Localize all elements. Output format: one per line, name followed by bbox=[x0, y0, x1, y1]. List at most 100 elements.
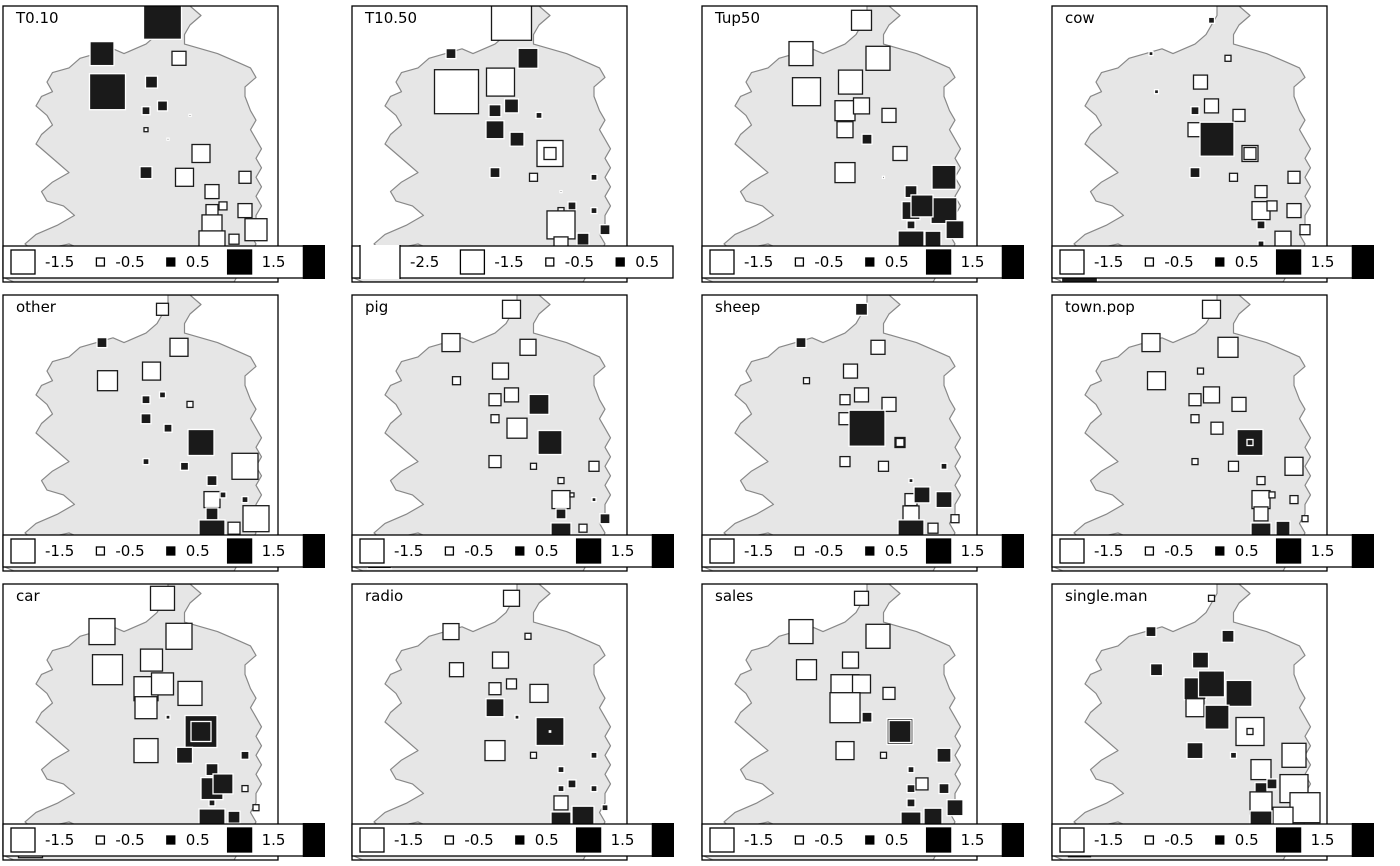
data-square bbox=[1149, 663, 1164, 677]
data-square bbox=[140, 413, 152, 425]
legend-label: 1.5 bbox=[961, 831, 985, 849]
data-square bbox=[517, 47, 539, 69]
legend-square bbox=[166, 835, 176, 845]
data-square bbox=[96, 336, 108, 349]
data-square bbox=[519, 338, 537, 356]
data-square bbox=[537, 429, 563, 456]
data-square bbox=[908, 477, 914, 484]
data-square bbox=[528, 172, 539, 182]
data-square bbox=[206, 474, 218, 487]
panel-frame bbox=[2, 294, 279, 572]
legend-label: -0.5 bbox=[464, 542, 493, 560]
legend-square bbox=[575, 538, 602, 564]
panel-title: radio bbox=[365, 587, 403, 605]
data-square bbox=[935, 490, 953, 509]
data-square bbox=[927, 522, 939, 534]
legend-square bbox=[1059, 538, 1085, 564]
legend-label: 1.5 bbox=[1311, 253, 1335, 271]
legend-square bbox=[359, 245, 401, 279]
data-square bbox=[557, 765, 565, 774]
legend-label: -1.5 bbox=[1094, 542, 1123, 560]
data-square bbox=[488, 104, 502, 118]
data-square bbox=[906, 798, 916, 808]
data-square bbox=[228, 233, 240, 245]
data-square bbox=[834, 161, 856, 184]
data-square bbox=[1189, 166, 1201, 179]
data-square bbox=[149, 585, 176, 611]
legend-square bbox=[1059, 249, 1085, 275]
data-square bbox=[241, 784, 249, 793]
data-square bbox=[1268, 491, 1276, 499]
legend-square bbox=[709, 249, 735, 275]
legend-frame bbox=[1051, 823, 1374, 857]
data-square bbox=[1284, 456, 1304, 476]
data-square bbox=[485, 120, 505, 140]
legend: -1.5 -0.5 0.5 1.5 bbox=[701, 245, 1024, 279]
data-square bbox=[205, 762, 219, 777]
data-square bbox=[590, 784, 598, 793]
data-square bbox=[1225, 679, 1253, 708]
data-square bbox=[1231, 396, 1247, 413]
data-square bbox=[788, 618, 814, 645]
legend-square bbox=[95, 835, 106, 845]
legend-label: -1.5 bbox=[494, 253, 523, 271]
data-square bbox=[142, 6, 183, 40]
legend-label: -1.5 bbox=[394, 831, 423, 849]
data-square bbox=[1275, 520, 1291, 536]
data-square bbox=[241, 495, 249, 504]
data-square bbox=[601, 804, 609, 812]
data-square bbox=[451, 376, 462, 386]
legend-label: 0.5 bbox=[186, 253, 210, 271]
legend-label: -1.5 bbox=[1094, 253, 1123, 271]
data-square bbox=[1229, 751, 1238, 759]
data-square bbox=[836, 121, 854, 139]
data-square bbox=[1243, 146, 1257, 161]
data-square bbox=[599, 224, 611, 236]
legend-label: 1.5 bbox=[262, 542, 286, 560]
data-square bbox=[1287, 170, 1301, 184]
data-square bbox=[165, 622, 193, 650]
data-square bbox=[141, 361, 162, 381]
data-square bbox=[141, 395, 151, 405]
legend-square bbox=[515, 835, 525, 845]
data-square bbox=[219, 491, 227, 499]
legend-square bbox=[1275, 827, 1302, 853]
data-square bbox=[834, 100, 856, 122]
panel-frame bbox=[2, 5, 279, 283]
data-square bbox=[576, 232, 590, 246]
legend: -1.5 -0.5 0.5 1.5 bbox=[2, 534, 325, 568]
legend-square bbox=[709, 538, 735, 564]
data-square bbox=[88, 617, 116, 646]
data-square bbox=[1185, 698, 1205, 718]
legend-frame bbox=[1051, 534, 1374, 568]
legend-frame bbox=[2, 534, 325, 568]
data-square bbox=[442, 622, 460, 641]
data-square bbox=[852, 97, 871, 115]
legend-square bbox=[359, 827, 385, 853]
legend-square bbox=[794, 257, 805, 267]
panel-frame bbox=[701, 583, 978, 861]
data-square bbox=[502, 589, 521, 607]
legend-square bbox=[925, 249, 952, 275]
legend-frame bbox=[2, 823, 325, 857]
data-square bbox=[907, 765, 915, 774]
data-square bbox=[506, 417, 528, 439]
legend-square bbox=[1001, 245, 1024, 279]
data-square bbox=[1204, 704, 1230, 730]
data-square bbox=[488, 393, 502, 407]
panel-frame bbox=[351, 583, 628, 861]
data-square bbox=[1274, 230, 1292, 248]
legend-label: -1.5 bbox=[744, 253, 773, 271]
data-square bbox=[853, 387, 870, 403]
data-square bbox=[490, 6, 533, 41]
data-square bbox=[514, 714, 520, 720]
panel-title: T10.50 bbox=[364, 9, 417, 27]
panel-frame bbox=[701, 294, 978, 572]
data-square bbox=[166, 137, 170, 141]
data-square bbox=[567, 201, 577, 211]
data-square bbox=[163, 423, 173, 433]
data-square bbox=[835, 740, 855, 761]
panel-radio: radio bbox=[351, 583, 628, 861]
data-square bbox=[938, 782, 950, 795]
data-square bbox=[503, 387, 520, 403]
